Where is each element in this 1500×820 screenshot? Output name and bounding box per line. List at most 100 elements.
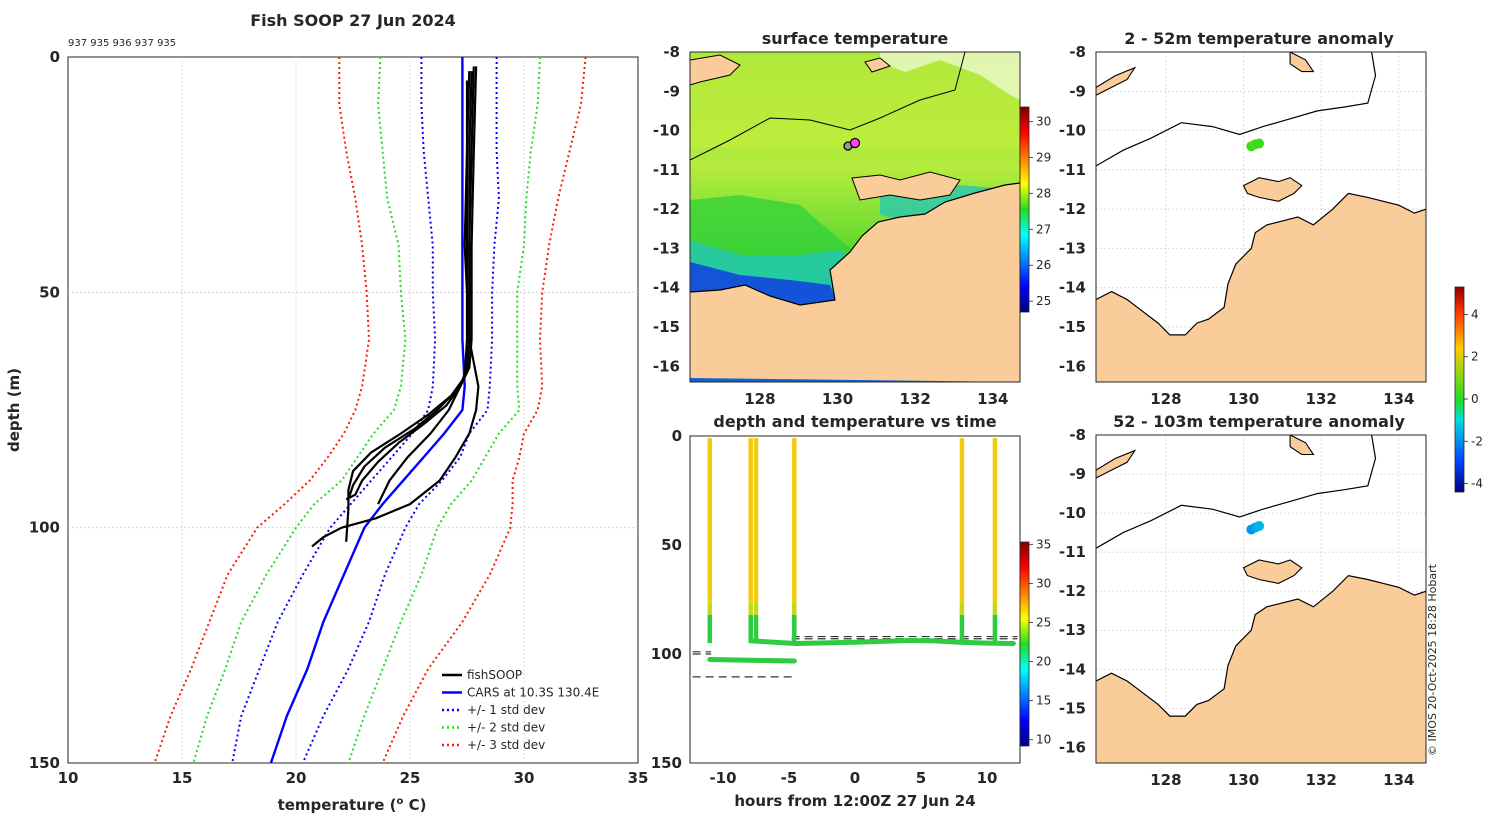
timeseries-x-tick-label: 10 — [977, 769, 998, 787]
colorbar-tick-label: 20 — [1036, 655, 1051, 669]
map-y-tick-label: -10 — [1059, 504, 1086, 522]
deep-anomaly-y-ticks: -8 -9 -10 -11 -12 -13 -14 -15 -16 — [1059, 426, 1086, 756]
map-y-tick-label: -12 — [1059, 200, 1086, 218]
map-island-small — [1289, 435, 1315, 456]
map-y-tick-label: -13 — [1059, 621, 1086, 639]
sst-cloud — [880, 52, 1020, 100]
profile-chart: Fish SOOP 27 Jun 2024 937 935 936 937 93… — [5, 11, 648, 814]
profile-y-tick-label: 50 — [39, 283, 60, 301]
profile-y-label: depth (m) — [5, 368, 23, 452]
shallow-anomaly-y-ticks: -8 -9 -10 -11 -12 -13 -14 -15 -16 — [1059, 43, 1086, 375]
deep-anomaly-map: 52 - 103m temperature anomaly 128 130 132 1… — [1059, 286, 1483, 789]
map-x-tick-label: 130 — [1228, 390, 1259, 408]
timeseries-colorbar-ticks: 35 30 25 20 15 10 — [1029, 537, 1051, 747]
anomaly-colorbar-ticks: 4 2 0 -2 -4 — [1464, 307, 1483, 491]
profile-line-3std-plus — [381, 56, 587, 764]
timeseries-x-tick-label: -10 — [709, 769, 736, 787]
map-y-tick-label: -11 — [1059, 161, 1086, 179]
profile-y-tick-label: 150 — [29, 754, 60, 772]
deep-anomaly-mapbody — [1096, 435, 1426, 763]
map-y-tick-label: -11 — [1059, 543, 1086, 561]
map-shelf-contour — [1096, 435, 1377, 549]
colorbar-tick-label: 30 — [1036, 114, 1051, 128]
map-y-tick-label: -12 — [653, 200, 680, 218]
deep-anomaly-axes-box — [1095, 434, 1427, 764]
map-x-tick-label: 134 — [1383, 771, 1414, 789]
profile-y-ticks: 0 50 100 150 — [29, 48, 60, 772]
sst-shelf-contour — [690, 52, 966, 161]
timeseries-y-tick-label: 0 — [672, 427, 682, 445]
profile-y-tick-label: 100 — [29, 519, 60, 537]
map-y-tick-label: -12 — [1059, 582, 1086, 600]
sst-coastline — [690, 182, 1020, 306]
anomaly-colorbar — [1454, 286, 1465, 493]
map-x-tick-label: 134 — [1383, 390, 1414, 408]
sst-colorbar — [1019, 106, 1030, 313]
timeseries-x-ticks: -10 -5 0 5 10 — [709, 769, 997, 787]
sst-island-timor — [690, 54, 741, 86]
colorbar-tick-label: 28 — [1036, 186, 1051, 200]
sst-island-tiwi — [851, 171, 961, 201]
legend-label: fishSOOP — [467, 668, 522, 682]
profile-line-1std-plus — [301, 57, 500, 764]
timeseries-bottom-track — [749, 637, 1016, 647]
map-y-tick-label: -15 — [653, 318, 680, 336]
profile-line-2std-plus — [347, 56, 541, 764]
map-x-tick-label: 132 — [1306, 771, 1337, 789]
profile-x-tick-label: 25 — [400, 769, 421, 787]
profile-line-fishsoop-cast — [377, 71, 473, 505]
colorbar-tick-label: 10 — [1036, 733, 1051, 747]
sst-colorbar-ticks: 30 29 28 27 26 25 — [1029, 114, 1051, 308]
timeseries-axes-box — [689, 435, 1021, 764]
map-island-timor — [1096, 66, 1137, 96]
map-y-tick-label: -8 — [1069, 426, 1086, 444]
colorbar-tick-label: 27 — [1036, 222, 1051, 236]
profile-line-1std-minus — [231, 57, 437, 764]
colorbar-tick-label: -2 — [1471, 434, 1483, 448]
profile-x-tick-label: 20 — [286, 769, 307, 787]
map-y-tick-label: -14 — [653, 279, 680, 297]
credit-text: © IMOS 20-Oct-2025 18:28 Hobart — [1426, 563, 1439, 756]
colorbar-tick-label: 4 — [1471, 307, 1479, 321]
map-x-tick-label: 130 — [1228, 771, 1259, 789]
profile-x-ticks: 10 15 20 25 30 35 — [58, 769, 649, 787]
deep-anomaly-points — [1246, 520, 1265, 535]
timeseries-y-ticks: 0 50 100 150 — [651, 427, 682, 772]
map-y-tick-label: -8 — [1069, 43, 1086, 61]
anomaly-point — [1254, 138, 1265, 149]
timeseries-series — [692, 438, 1018, 678]
map-y-tick-label: -10 — [653, 122, 680, 140]
timeseries-y-tick-label: 100 — [651, 645, 682, 663]
profile-line-fishsoop-cast — [345, 66, 478, 501]
profile-series — [153, 56, 587, 764]
profile-platform-ids: 937 935 936 937 935 — [68, 38, 176, 49]
map-y-tick-label: -14 — [1059, 660, 1086, 678]
timeseries-x-tick-label: -5 — [781, 769, 798, 787]
shallow-anomaly-title: 2 - 52m temperature anomaly — [1124, 29, 1394, 48]
map-y-tick-label: -15 — [1059, 699, 1086, 717]
map-y-tick-label: -9 — [1069, 465, 1086, 483]
sst-field — [690, 52, 1020, 382]
map-y-tick-label: -13 — [1059, 239, 1086, 257]
map-island-timor — [1096, 449, 1137, 479]
map-y-tick-label: -16 — [653, 357, 680, 375]
profile-x-tick-label: 10 — [58, 769, 79, 787]
profile-line-cars — [269, 57, 466, 764]
legend-label: +/- 1 std dev — [467, 703, 545, 717]
sst-y-ticks: -8 -9 -10 -11 -12 -13 -14 -15 -16 — [653, 43, 680, 375]
map-y-tick-label: -16 — [1059, 738, 1086, 756]
map-x-tick-label: 128 — [1150, 390, 1181, 408]
profile-line-3std-minus — [153, 57, 371, 764]
timeseries-x-tick-label: 0 — [850, 769, 860, 787]
map-x-tick-label: 128 — [1150, 771, 1181, 789]
profile-title: Fish SOOP 27 Jun 2024 — [250, 11, 456, 30]
profile-x-tick-label: 30 — [514, 769, 535, 787]
sst-land — [690, 183, 1020, 382]
shallow-anomaly-points — [1246, 138, 1265, 152]
shallow-anomaly-axes-box — [1095, 51, 1427, 383]
timeseries-colorbar — [1019, 541, 1030, 747]
map-y-tick-label: -15 — [1059, 318, 1086, 336]
map-y-tick-label: -16 — [1059, 357, 1086, 375]
profile-legend: fishSOOP CARS at 10.3S 130.4E +/- 1 std de… — [442, 668, 599, 752]
